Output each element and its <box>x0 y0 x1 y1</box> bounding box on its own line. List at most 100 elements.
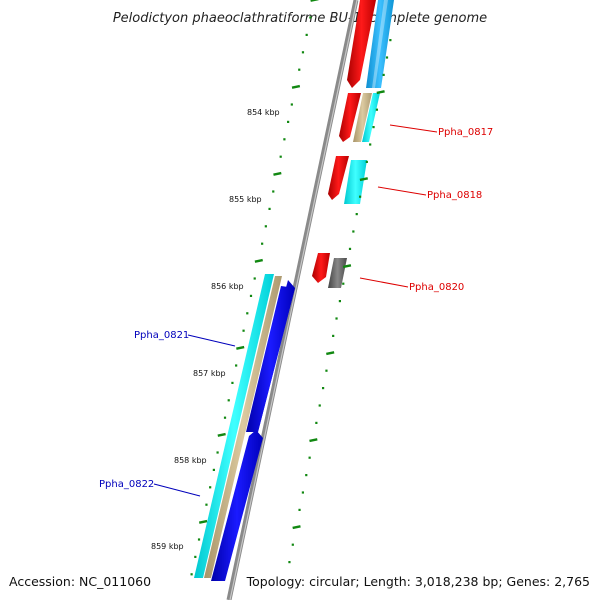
minor-tick <box>209 486 212 489</box>
minor-tick <box>279 155 282 158</box>
minor-tick <box>318 404 321 407</box>
minor-tick <box>305 474 308 477</box>
scale-label: 854 kbp <box>247 108 280 117</box>
minor-tick <box>389 39 392 42</box>
gene-arrow-forward[interactable] <box>339 93 361 142</box>
minor-tick <box>382 73 385 76</box>
track-sky <box>366 0 394 88</box>
minor-tick <box>223 416 227 419</box>
minor-tick <box>261 242 264 245</box>
minor-tick <box>332 334 335 337</box>
minor-tick <box>315 421 318 424</box>
major-tick <box>236 345 245 350</box>
minor-tick <box>301 51 305 54</box>
minor-tick <box>305 33 308 36</box>
minor-tick <box>287 120 290 123</box>
minor-tick <box>358 195 362 198</box>
major-tick <box>359 177 369 182</box>
minor-tick <box>227 399 230 402</box>
minor-tick <box>231 381 234 384</box>
accession-text: Accession: NC_011060 <box>9 574 151 589</box>
major-tick <box>254 258 263 263</box>
scale-label: 855 kbp <box>229 195 262 204</box>
minor-tick <box>249 294 253 297</box>
gene-label-ppha-0821[interactable]: Ppha_0821 <box>134 330 189 341</box>
gene-arrow-forward[interactable] <box>347 0 376 88</box>
major-tick <box>309 438 318 443</box>
minor-tick <box>369 143 372 146</box>
minor-tick <box>385 56 389 59</box>
minor-tick <box>355 213 358 216</box>
scale-label: 856 kbp <box>211 282 244 291</box>
track-tan <box>353 93 372 142</box>
scale-label: 857 kbp <box>193 369 226 378</box>
gene-arrow-reverse[interactable] <box>211 430 263 581</box>
track-cyan <box>194 274 274 578</box>
minor-tick <box>212 468 215 471</box>
track-sky-highlight <box>372 0 388 88</box>
minor-tick <box>235 364 238 367</box>
gene-arrow-forward[interactable] <box>312 253 330 283</box>
minor-tick <box>283 138 286 141</box>
minor-tick <box>298 508 301 511</box>
genome-summary-text: Topology: circular; Length: 3,018,238 bp… <box>246 574 590 589</box>
minor-tick <box>338 300 342 303</box>
major-tick <box>273 171 282 176</box>
major-tick <box>342 264 352 269</box>
minor-tick <box>253 277 256 280</box>
minor-tick <box>194 555 197 558</box>
map-title: Pelodictyon phaeoclathratiforme BU-1, co… <box>113 11 487 26</box>
scale-label: 858 kbp <box>174 456 207 465</box>
label-leaders <box>153 124 438 497</box>
minor-tick <box>291 543 294 546</box>
track-cyan <box>362 93 380 142</box>
minor-tick <box>216 451 219 454</box>
minor-tick <box>372 126 375 129</box>
minor-tick <box>205 503 208 506</box>
minor-tick <box>352 230 355 233</box>
minor-tick <box>288 561 291 564</box>
major-tick <box>217 432 226 437</box>
minor-tick <box>365 160 368 163</box>
major-tick <box>376 90 385 95</box>
minor-tick <box>375 108 379 111</box>
minor-tick <box>348 247 352 250</box>
minor-tick <box>342 282 345 285</box>
minor-tick <box>268 207 271 210</box>
minor-tick <box>264 225 267 228</box>
gene-labels: Ppha_0817 Ppha_0818 Ppha_0820 Ppha_0821 … <box>99 127 493 490</box>
gene-label-ppha-0820[interactable]: Ppha_0820 <box>409 282 464 293</box>
minor-tick <box>272 190 275 193</box>
major-tick <box>326 351 335 356</box>
gene-arrow-reverse-body[interactable] <box>246 286 295 432</box>
minor-tick <box>301 491 305 494</box>
gene-label-ppha-0817[interactable]: Ppha_0817 <box>438 127 493 138</box>
scale-label: 859 kbp <box>151 542 184 551</box>
minor-tick <box>308 456 311 459</box>
major-tick <box>291 84 301 89</box>
gene-arrow-forward[interactable] <box>328 156 349 200</box>
scale-labels: 854 kbp 855 kbp 856 kbp 857 kbp 858 kbp … <box>151 108 280 551</box>
major-tick <box>198 519 208 524</box>
major-tick <box>292 525 301 530</box>
scale-ticks <box>190 0 392 576</box>
minor-tick <box>197 538 201 541</box>
gene-label-ppha-0822[interactable]: Ppha_0822 <box>99 479 154 490</box>
minor-tick <box>298 68 301 71</box>
gene-grey[interactable] <box>328 258 347 288</box>
track-cyan <box>344 160 367 204</box>
minor-tick <box>335 317 338 320</box>
gene-features <box>194 0 394 581</box>
minor-tick <box>246 312 249 315</box>
major-tick <box>310 0 319 2</box>
minor-tick <box>325 369 328 372</box>
minor-tick <box>321 387 325 390</box>
track-tan <box>204 276 282 578</box>
gene-label-ppha-0818[interactable]: Ppha_0818 <box>427 190 482 201</box>
minor-tick <box>309 16 312 19</box>
minor-tick <box>242 329 245 332</box>
genome-backbone <box>226 0 359 600</box>
minor-tick <box>190 573 193 576</box>
minor-tick <box>290 103 293 106</box>
